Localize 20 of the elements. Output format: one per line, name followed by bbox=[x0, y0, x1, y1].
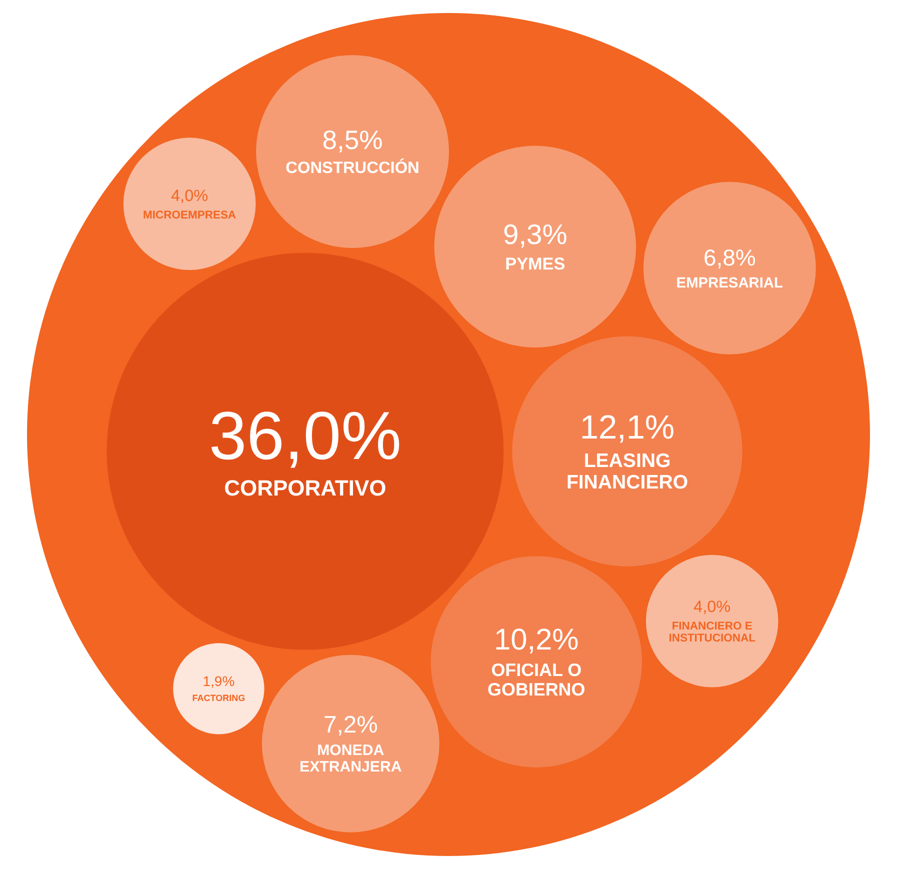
data-label: 9,3% bbox=[503, 218, 568, 250]
data-label: 36,0% bbox=[208, 398, 402, 474]
data-label: 10,2% bbox=[494, 624, 579, 657]
data-label: 4,0% bbox=[694, 598, 731, 616]
data-label: 7,2% bbox=[323, 712, 378, 739]
category-label: FACTORING bbox=[192, 693, 246, 704]
category-label: MICROEMPRESA bbox=[143, 209, 236, 222]
category-label: CORPORATIVO bbox=[224, 476, 386, 501]
category-label: PYMES bbox=[505, 253, 566, 274]
category-label: FINANCIERO E INSTITUCIONAL bbox=[668, 620, 756, 645]
category-label: MONEDA EXTRANJERA bbox=[300, 742, 402, 776]
category-label: EMPRESARIAL bbox=[676, 275, 784, 292]
data-label: 12,1% bbox=[580, 410, 675, 446]
category-label: LEASING FINANCIERO bbox=[566, 450, 688, 494]
data-label: 1,9% bbox=[202, 673, 235, 690]
category-label: OFICIAL O GOBIERNO bbox=[488, 660, 586, 700]
data-label: 4,0% bbox=[171, 186, 208, 205]
data-label: 6,8% bbox=[703, 244, 756, 270]
data-label: 8,5% bbox=[322, 125, 383, 156]
category-label: CONSTRUCCIÓN bbox=[286, 158, 420, 178]
